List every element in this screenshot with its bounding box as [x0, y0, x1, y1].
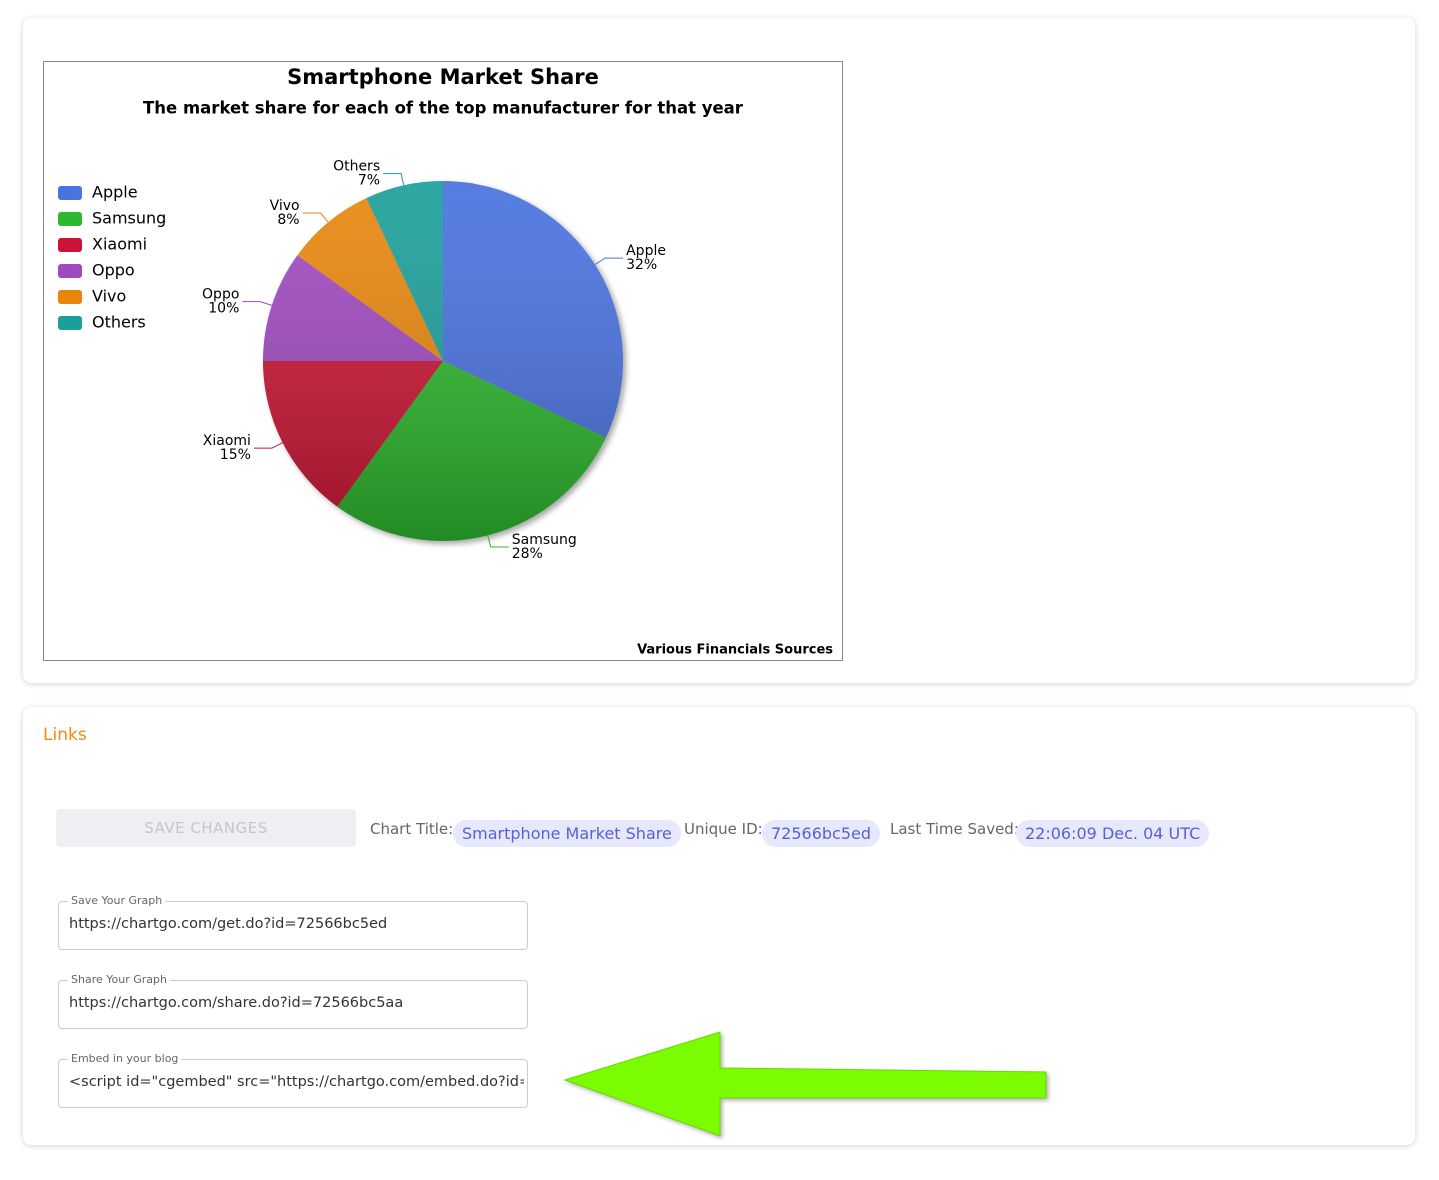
legend: Apple Samsung Xiaomi Oppo Vivo Others [58, 183, 166, 332]
save-button[interactable]: SAVE CHANGES [56, 809, 356, 847]
legend-swatch [58, 212, 82, 226]
slice-label: Vivo [270, 198, 300, 214]
link-field[interactable]: Save Your Graph https://chartgo.com/get.… [58, 894, 528, 950]
slice-label: Oppo [202, 287, 239, 303]
link-field[interactable]: Embed in your blog <script id="cgembed" … [58, 1052, 528, 1108]
legend-label: Samsung [92, 209, 166, 228]
meta-label: Unique ID: [684, 820, 763, 838]
field-label: Save Your Graph [68, 894, 166, 907]
meta-chip: 72566bc5ed [762, 820, 881, 847]
field-label: Share Your Graph [68, 973, 170, 986]
slice-label: Apple [626, 243, 666, 259]
slice-value-label: 7% [358, 173, 380, 189]
leader-line [594, 257, 624, 265]
meta-chip: 22:06:09 Dec. 04 UTC [1016, 820, 1210, 847]
pointer-arrow [563, 1031, 1047, 1137]
slice-label: Samsung [512, 532, 577, 548]
field-value[interactable]: https://chartgo.com/share.do?id=72566bc5… [69, 995, 404, 1011]
meta-chip: Smartphone Market Share [453, 820, 681, 847]
link-field[interactable]: Share Your Graph https://chartgo.com/sha… [58, 973, 528, 1029]
field-value[interactable]: https://chartgo.com/get.do?id=72566bc5ed [69, 916, 388, 932]
leader-line [487, 535, 509, 548]
field-label: Embed in your blog [68, 1052, 182, 1065]
legend-label: Vivo [92, 287, 126, 306]
slice-value-label: 32% [626, 257, 657, 273]
legend-label: Oppo [92, 261, 135, 280]
slice-value-label: 15% [220, 447, 251, 463]
meta-label: Last Time Saved: [890, 820, 1019, 838]
pie [263, 181, 623, 541]
leader-line [383, 173, 405, 186]
legend-label: Others [92, 313, 146, 332]
chart-title: Smartphone Market Share [287, 65, 599, 89]
chart-subtitle: The market share for each of the top man… [143, 99, 744, 118]
slice-value-label: 10% [208, 301, 239, 317]
legend-swatch [58, 264, 82, 278]
legend-label: Apple [92, 183, 138, 202]
legend-swatch [58, 290, 82, 304]
slice-value-label: 8% [277, 212, 299, 228]
slice-label: Xiaomi [203, 433, 251, 449]
legend-label: Xiaomi [92, 235, 147, 254]
chart: Smartphone Market Share The market share… [43, 61, 843, 661]
leader-line [242, 301, 272, 306]
legend-swatch [58, 238, 82, 252]
chart-source: Various Financials Sources [637, 643, 833, 658]
leader-line [253, 442, 283, 449]
meta-label: Chart Title: [370, 820, 454, 838]
leader-line [302, 212, 329, 223]
field-value[interactable]: <script id="cgembed" src="https://chartg… [69, 1074, 524, 1090]
slice-label: Others [333, 159, 380, 175]
legend-swatch [58, 316, 82, 330]
slice-value-label: 28% [512, 546, 543, 562]
links-heading: Links [43, 725, 87, 745]
legend-swatch [58, 186, 82, 200]
